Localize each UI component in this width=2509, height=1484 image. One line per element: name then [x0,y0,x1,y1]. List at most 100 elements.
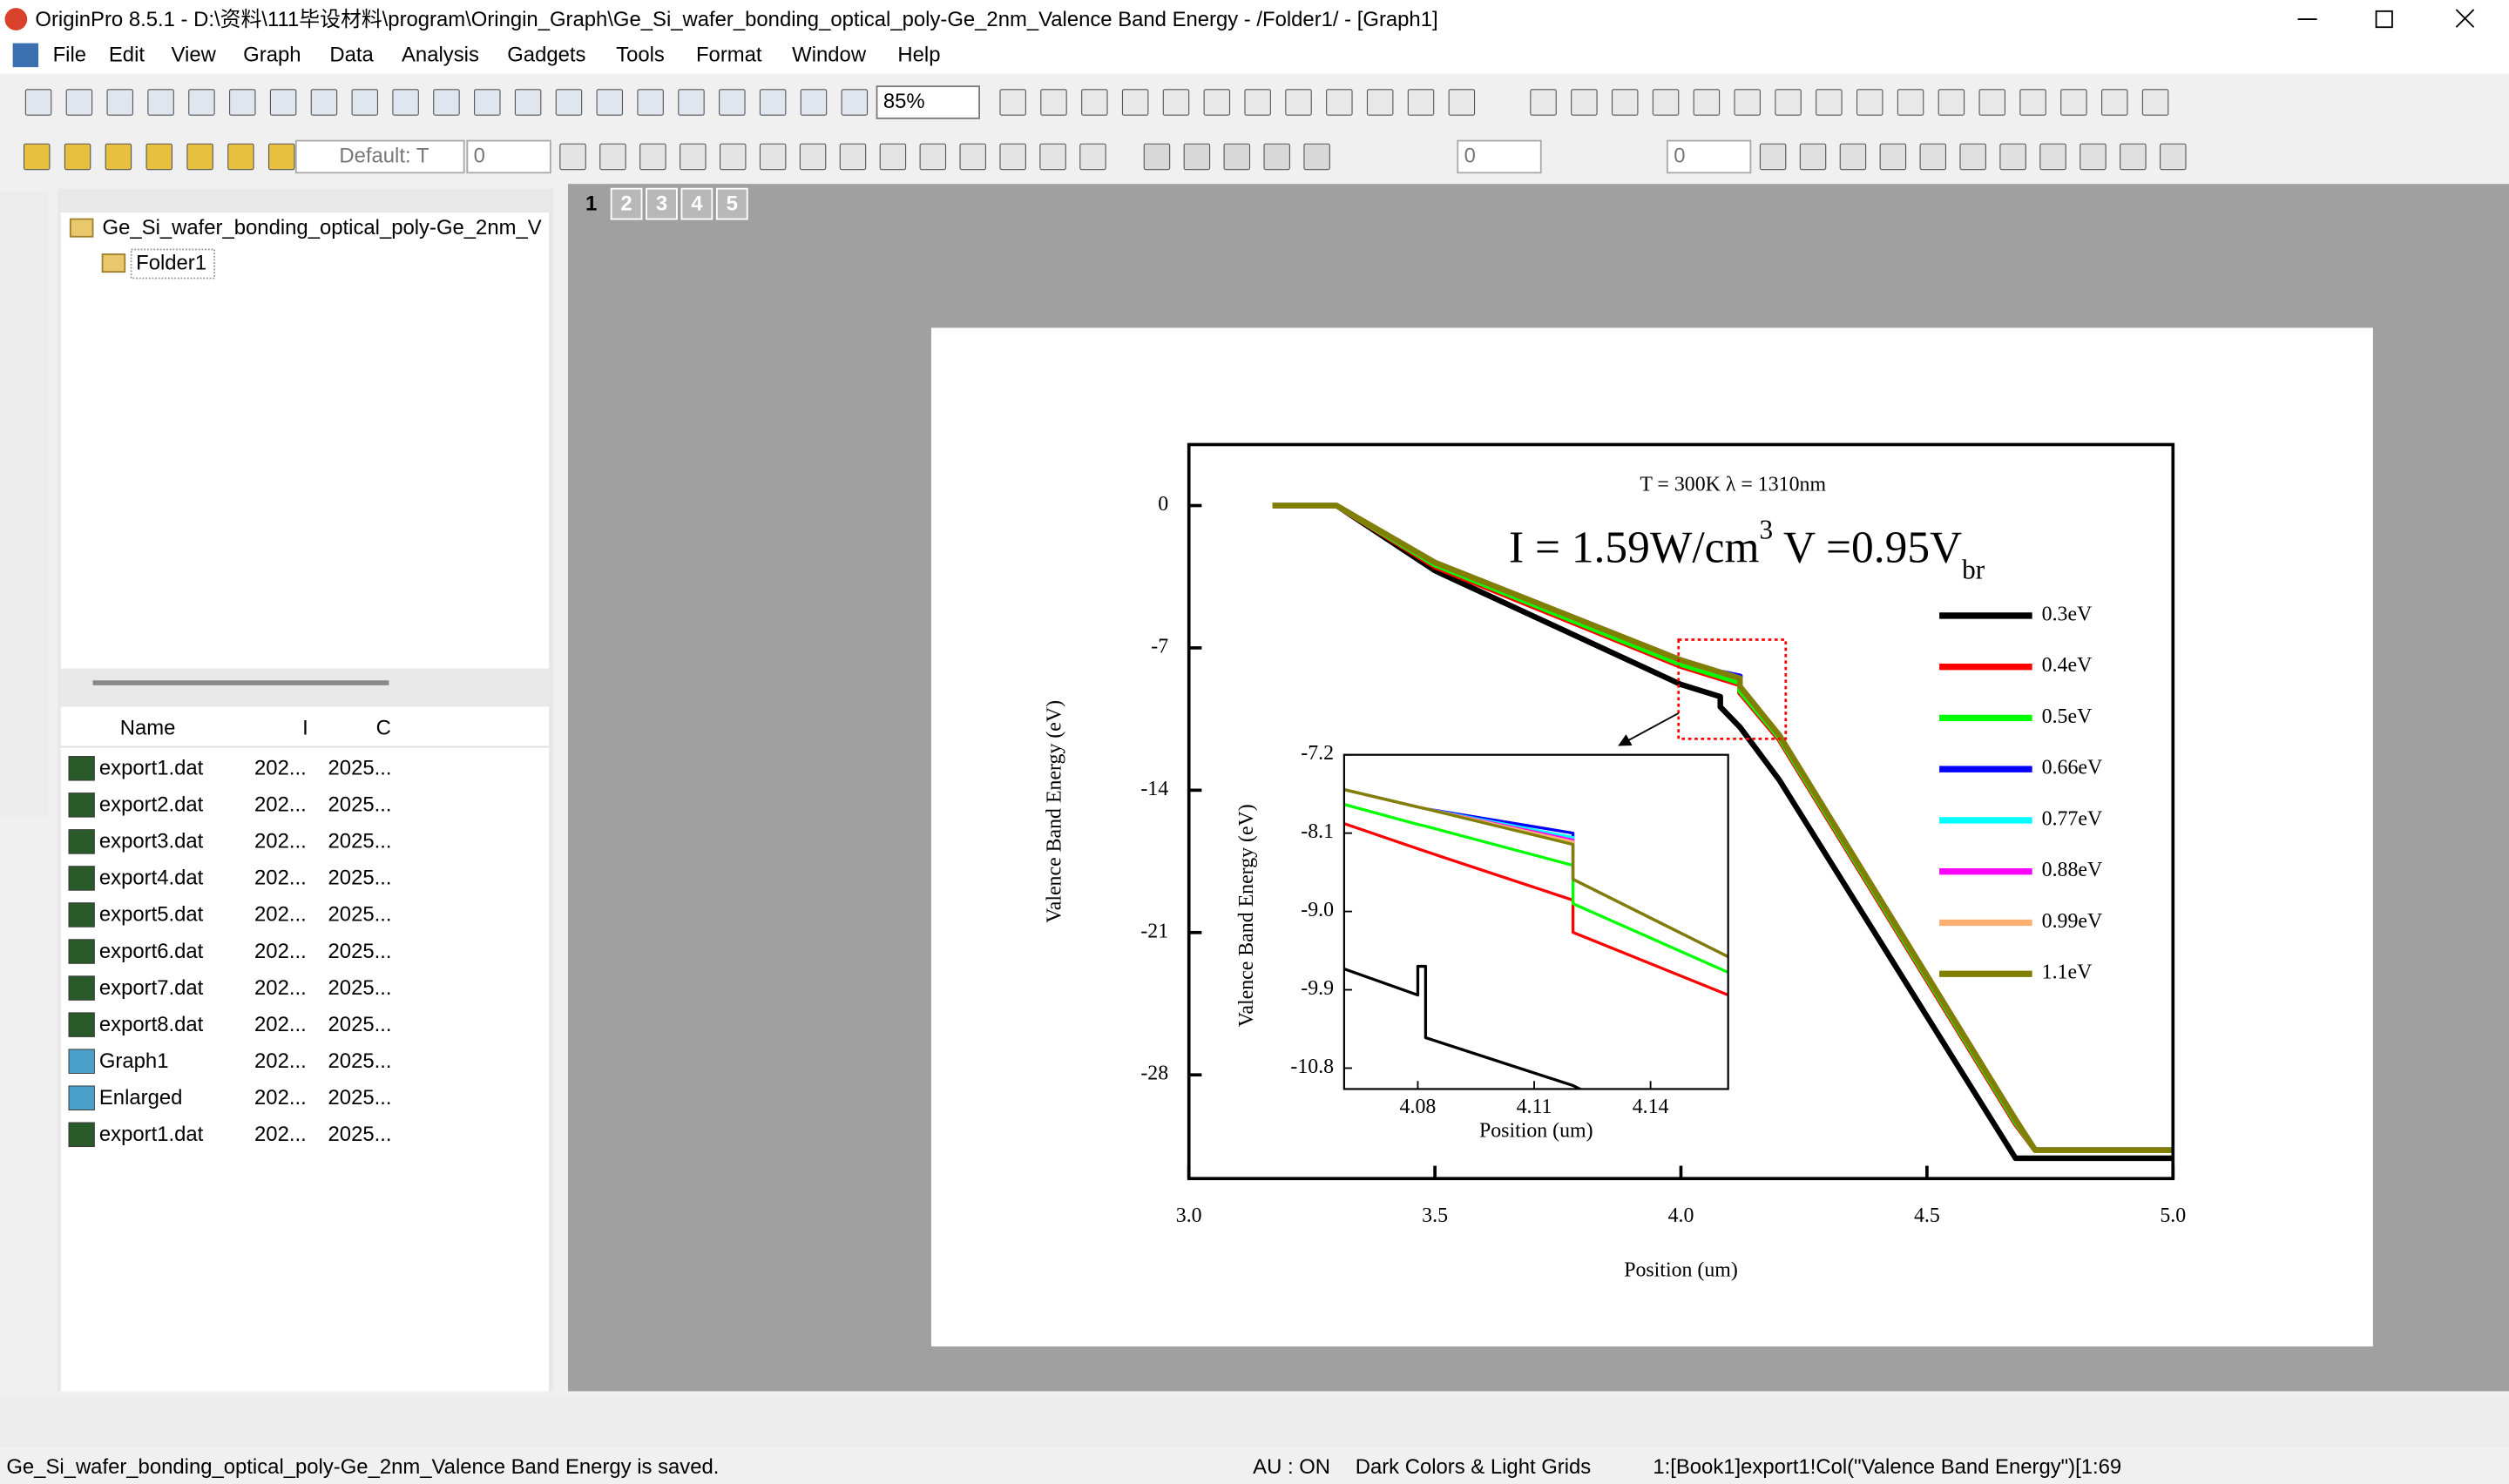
toolbar-button[interactable] [1938,89,1965,116]
toolbar-button[interactable] [1223,143,1251,171]
file-name[interactable]: export1.dat [99,757,204,780]
menu-item[interactable]: Graph [243,44,301,67]
file-date[interactable]: 2025... [328,1086,392,1110]
toolbar-button[interactable] [1919,143,1947,171]
toolbar-button[interactable] [1121,89,1149,116]
folder-name[interactable]: Folder1 [136,251,206,274]
toolbar-button[interactable] [1759,143,1787,171]
file-name[interactable]: Graph1 [99,1049,169,1073]
toolbar-button[interactable] [841,89,869,116]
toolbar-button[interactable] [2120,143,2147,171]
toolbar-button[interactable] [1734,89,1761,116]
font-size-box[interactable] [466,139,551,174]
menu-item[interactable]: Format [696,44,762,67]
page-tab-label[interactable]: 3 [656,192,667,215]
toolbar-button[interactable] [1959,143,1986,171]
toolbar-button[interactable] [637,89,664,116]
toolbar-button[interactable] [105,143,132,171]
toolbar-button[interactable] [1203,89,1231,116]
toolbar-button[interactable] [188,89,215,116]
toolbar-button[interactable] [1285,89,1312,116]
toolbar-button[interactable] [1039,143,1066,171]
toolbar-button[interactable] [229,89,256,116]
restore-button[interactable] [2375,10,2393,29]
file-date[interactable]: 2025... [328,830,392,853]
menu-item[interactable]: Tools [616,44,665,67]
file-date[interactable]: 202... [254,757,307,780]
toolbar-button[interactable] [1611,89,1639,116]
zoom-box[interactable] [876,85,980,119]
toolbar-button[interactable] [310,89,338,116]
file-name[interactable]: export5.dat [99,903,204,927]
file-name[interactable]: export1.dat [99,1123,204,1146]
toolbar-button[interactable] [514,89,542,116]
toolbar-button[interactable] [678,89,705,116]
toolbar-button[interactable] [269,89,297,116]
toolbar-button[interactable] [1407,89,1435,116]
file-date[interactable]: 202... [254,830,307,853]
file-name[interactable]: export4.dat [99,867,204,890]
page-tab[interactable] [646,187,678,220]
toolbar-button[interactable] [719,143,747,171]
project-root[interactable]: Ge_Si_wafer_bonding_optical_poly-Ge_2nm_… [103,216,542,239]
file-date[interactable]: 202... [254,976,307,1000]
toolbar-button[interactable] [1897,89,1924,116]
menu-item[interactable]: Edit [109,44,145,67]
file-date[interactable]: 2025... [328,940,392,963]
file-date[interactable]: 202... [254,1086,307,1110]
toolbar-button[interactable] [799,143,827,171]
toolbar-button[interactable] [186,143,213,171]
file-date[interactable]: 202... [254,903,307,927]
toolbar-button[interactable] [227,143,254,171]
toolbar-button[interactable] [1856,89,1883,116]
font-box[interactable] [294,139,465,174]
file-name[interactable]: export7.dat [99,976,204,1000]
toolbar-button[interactable] [2039,143,2066,171]
toolbar-button[interactable] [596,89,624,116]
file-name[interactable]: export6.dat [99,940,204,963]
toolbar-button[interactable] [1799,143,1827,171]
file-date[interactable]: 2025... [328,1049,392,1073]
toolbar-button[interactable] [680,143,707,171]
page-tab[interactable] [576,188,607,219]
page-tab-label[interactable]: 2 [620,192,632,215]
menu-item[interactable]: Help [897,44,940,67]
border-width[interactable]: 0 [1674,144,1685,167]
file-date[interactable]: 2025... [328,903,392,927]
toolbar-button[interactable] [919,143,947,171]
toolbar-button[interactable] [719,89,746,116]
file-date[interactable]: 202... [254,940,307,963]
toolbar-button[interactable] [2160,143,2187,171]
toolbar-button[interactable] [1652,89,1680,116]
toolbar-button[interactable] [1839,143,1867,171]
toolbar-button[interactable] [64,143,91,171]
page-tab-label[interactable]: 4 [691,192,703,215]
toolbar-button[interactable] [759,143,787,171]
file-date[interactable]: 202... [254,1049,307,1073]
file-name[interactable]: export8.dat [99,1013,204,1036]
zoom-value[interactable]: 85% [883,90,925,113]
toolbar-button[interactable] [24,143,51,171]
toolbar-button[interactable] [959,143,986,171]
toolbar-button[interactable] [555,89,583,116]
file-date[interactable]: 2025... [328,757,392,780]
toolbar-button[interactable] [2080,143,2107,171]
font-name[interactable]: Default: T [339,144,429,167]
toolbar-button[interactable] [1303,143,1330,171]
toolbar-button[interactable] [599,143,626,171]
toolbar-button[interactable] [2019,89,2046,116]
toolbar-button[interactable] [65,89,93,116]
toolbar-button[interactable] [351,89,379,116]
file-date[interactable]: 202... [254,1013,307,1036]
menu-item[interactable]: Analysis [402,44,479,67]
column-header[interactable]: Name [120,717,176,740]
toolbar-button[interactable] [1366,89,1394,116]
toolbar-button[interactable] [1244,89,1271,116]
file-date[interactable]: 2025... [328,1013,392,1036]
page-tab[interactable] [680,187,713,220]
toolbar-button[interactable] [1040,89,1067,116]
toolbar-button[interactable] [1775,89,1802,116]
toolbar-button[interactable] [879,143,907,171]
toolbar-button[interactable] [1816,89,1843,116]
page-tab[interactable] [715,187,748,220]
